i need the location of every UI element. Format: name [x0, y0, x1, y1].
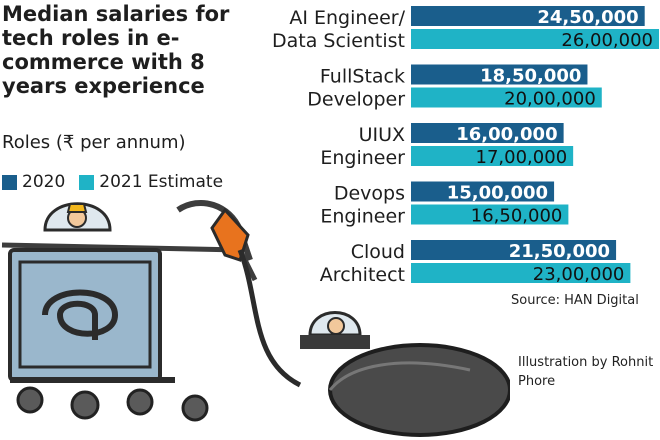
cart-mouse-illustration [1, 199, 510, 437]
illustration-credit: Illustration by Rohnit Phore [518, 355, 654, 389]
category-label: Developer [307, 89, 405, 111]
bar-2020 [411, 181, 555, 202]
category-label: Cloud [351, 241, 405, 263]
bar-2021-estimate [411, 29, 659, 49]
bar-value-label: 17,00,000 [476, 147, 568, 168]
bar-2021-estimate [411, 146, 574, 166]
legend-label-2021: 2021 Estimate [99, 172, 224, 192]
mouse-icon [237, 249, 510, 437]
bar-value-label: 21,50,000 [509, 241, 610, 262]
category-label: UIUX [359, 124, 405, 146]
bar-value-label: 23,00,000 [533, 264, 625, 285]
source-note: Source: HAN Digital [511, 293, 639, 308]
driver-figure-icon [43, 202, 112, 232]
bar-value-label: 15,00,000 [447, 183, 548, 204]
category-label: Engineer [320, 147, 405, 169]
category-label: AI Engineer/ [289, 7, 405, 29]
bar-value-label: 20,00,000 [504, 89, 596, 110]
bar-2020 [411, 123, 564, 143]
cart-icon [1, 199, 258, 422]
bar-value-label: 24,50,000 [537, 7, 638, 28]
category-label: Engineer [320, 206, 405, 228]
bar-2020 [411, 240, 617, 260]
category-label: FullStack [320, 66, 405, 88]
legend-item-2020: 2020 [2, 172, 65, 192]
bar-2021-estimate [411, 204, 569, 225]
bar-chart: AI Engineer/Data Scientist 24,50,00026,00… [272, 6, 659, 286]
category-label: Data Scientist [272, 30, 405, 52]
bar-value-label: 16,50,000 [471, 206, 563, 227]
bar-value-label: 16,00,000 [456, 124, 557, 145]
chart-subtitle: Roles (₹ per annum) [2, 132, 186, 153]
bar-2020 [411, 64, 588, 85]
bar-2020 [411, 6, 645, 26]
legend-swatch-2021 [79, 174, 95, 190]
legend-label-2020: 2020 [22, 172, 66, 192]
bar-2021-estimate [411, 263, 631, 283]
chart-title: Median salaries for tech roles in e-comm… [2, 2, 230, 98]
bar-value-label: 26,00,000 [561, 30, 653, 51]
bar-value-label: 18,50,000 [480, 66, 581, 87]
category-label: Devops [334, 183, 405, 205]
bar-2021-estimate [411, 87, 602, 108]
category-label: Architect [320, 264, 405, 286]
legend-item-2021: 2021 Estimate [79, 172, 223, 192]
legend: 2020 2021 Estimate [2, 172, 237, 192]
legend-swatch-2020 [2, 174, 17, 190]
